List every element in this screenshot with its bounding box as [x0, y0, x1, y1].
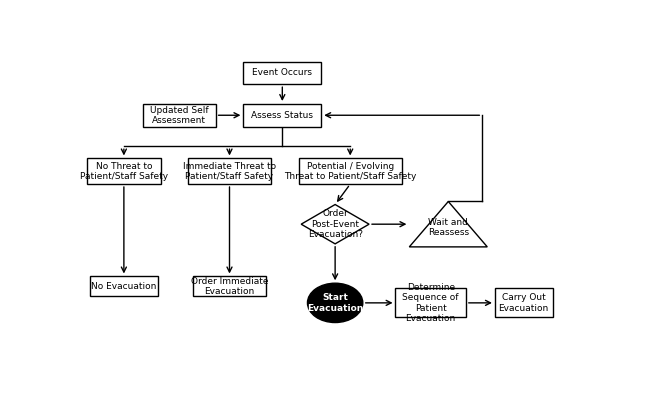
Text: Immediate Threat to
Patient/Staff Safety: Immediate Threat to Patient/Staff Safety	[183, 162, 276, 181]
Polygon shape	[301, 204, 369, 244]
FancyBboxPatch shape	[188, 158, 271, 184]
Text: Determine
Sequence of
Patient
Evacuation: Determine Sequence of Patient Evacuation	[402, 283, 459, 323]
FancyBboxPatch shape	[243, 104, 321, 127]
Text: Start
Evacuation: Start Evacuation	[307, 293, 363, 312]
Text: Potential / Evolving
Threat to Patient/Staff Safety: Potential / Evolving Threat to Patient/S…	[284, 162, 417, 181]
FancyBboxPatch shape	[395, 288, 466, 317]
FancyBboxPatch shape	[90, 276, 158, 296]
Text: Assess Status: Assess Status	[251, 111, 313, 120]
Text: No Threat to
Patient/Staff Safety: No Threat to Patient/Staff Safety	[80, 162, 168, 181]
FancyBboxPatch shape	[87, 158, 161, 184]
FancyBboxPatch shape	[143, 104, 215, 127]
FancyBboxPatch shape	[193, 276, 266, 296]
Text: Wait and
Reassess: Wait and Reassess	[428, 217, 469, 237]
Polygon shape	[410, 202, 487, 247]
FancyBboxPatch shape	[243, 62, 321, 84]
Text: No Evacuation: No Evacuation	[92, 282, 156, 291]
Text: Carry Out
Evacuation: Carry Out Evacuation	[498, 293, 549, 312]
FancyBboxPatch shape	[299, 158, 402, 184]
Text: Order Immediate
Evacuation: Order Immediate Evacuation	[191, 277, 268, 296]
Ellipse shape	[308, 283, 363, 323]
Text: Updated Self
Assessment: Updated Self Assessment	[150, 106, 208, 125]
Text: Order
Post-Event
Evacuation?: Order Post-Event Evacuation?	[308, 209, 363, 239]
Text: Event Occurs: Event Occurs	[252, 68, 312, 77]
FancyBboxPatch shape	[495, 288, 553, 317]
